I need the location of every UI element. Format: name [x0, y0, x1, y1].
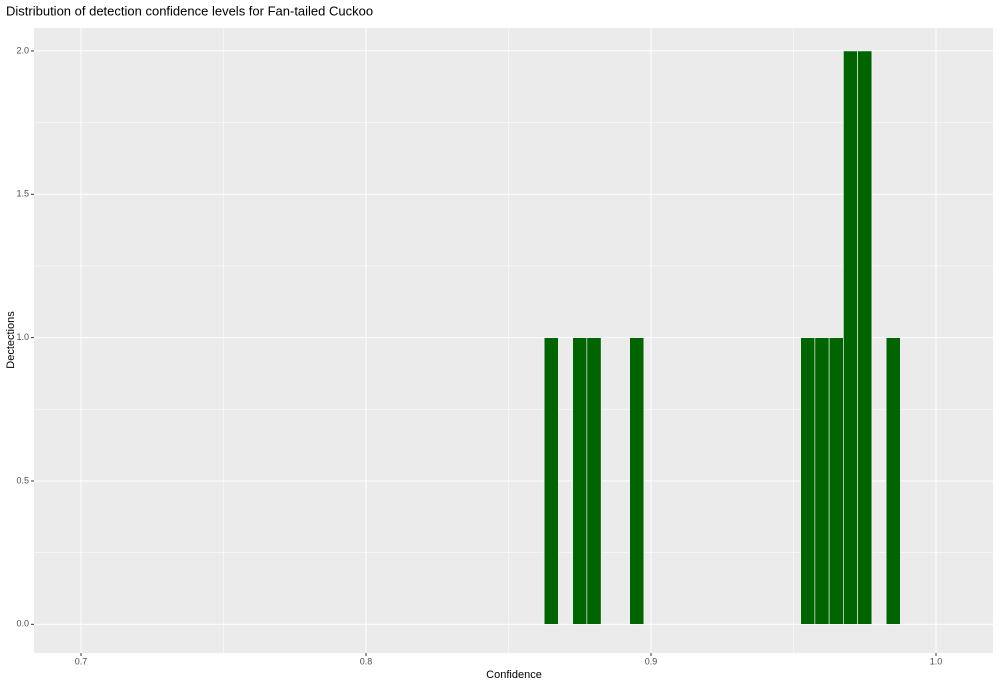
chart-title: Distribution of detection confidence lev… — [6, 3, 373, 18]
bar — [629, 337, 645, 625]
bar — [814, 337, 830, 625]
bar — [800, 337, 816, 625]
y-axis-label: Dectections — [5, 311, 17, 369]
bar — [885, 337, 901, 625]
bar — [572, 337, 588, 625]
x-tick-label: 1.0 — [930, 656, 943, 666]
x-tick-label: 0.7 — [75, 656, 88, 666]
bar — [843, 50, 858, 625]
x-tick-label: 0.8 — [360, 656, 373, 666]
bar — [828, 337, 844, 625]
y-tick-label: 0.0 — [16, 619, 29, 629]
y-tick-label: 1.0 — [16, 332, 29, 342]
bar — [586, 337, 602, 625]
bar — [543, 337, 559, 625]
y-tick-label: 0.5 — [16, 475, 29, 485]
x-tick-label: 0.9 — [645, 656, 658, 666]
y-tick-label: 1.5 — [16, 189, 29, 199]
bar — [857, 50, 873, 625]
y-tick-label: 2.0 — [16, 45, 29, 55]
x-axis-label: Confidence — [486, 669, 542, 681]
